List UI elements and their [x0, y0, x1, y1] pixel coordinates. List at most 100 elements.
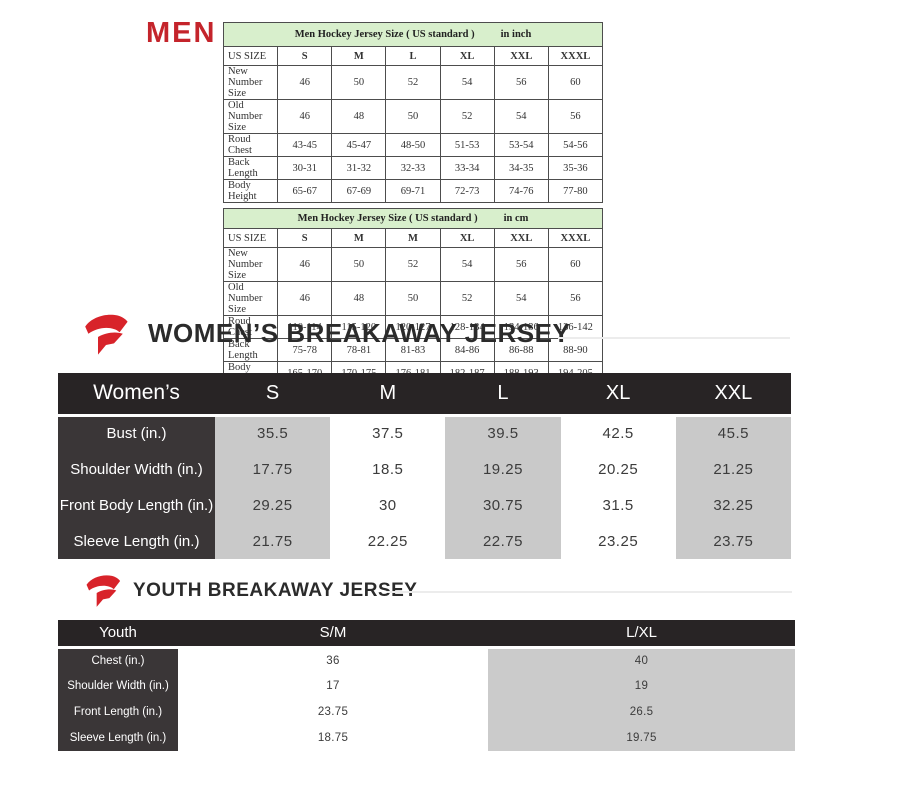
value-cell: 45.5 [675, 415, 791, 451]
value-cell: 45-47 [331, 133, 387, 157]
value-cell: 19 [488, 673, 795, 699]
row-label: Back Length [222, 156, 279, 180]
table-row: Chest (in.) 36 40 [58, 647, 795, 673]
table-row: Old Number Size 46 48 50 52 54 56 [222, 281, 604, 316]
row-label: Old Number Size [222, 99, 279, 134]
men-table-cm-header: Men Hockey Jersey Size ( US standard ) in… [223, 208, 603, 229]
women-corner-label: Women’s [58, 373, 215, 417]
women-title-divider [558, 337, 790, 339]
value-cell: 60 [547, 65, 604, 100]
youth-size-table-wrap: Youth S/M L/XL Chest (in.) 36 40 Shoulder… [58, 620, 795, 751]
size-header-cell: M [331, 228, 387, 248]
value-cell: 37.5 [372, 425, 404, 443]
table-row: Shoulder Width (in.) 17 19 [58, 673, 795, 699]
value-cell: 42.5 [602, 425, 634, 443]
value-cell: 34-35 [493, 156, 549, 180]
value-cell: 54 [439, 65, 495, 100]
women-header-row: Women’s S M L XL XXL [58, 373, 791, 417]
youth-corner-label: Youth [58, 620, 178, 649]
women-size-table: Women’s S M L XL XXL Bust (in.) 35.5 37.5 39… [58, 373, 791, 559]
men-table-inch-title: Men Hockey Jersey Size ( US standard ) [294, 29, 475, 40]
value-cell: 48 [331, 99, 387, 134]
men-section-label: MEN [146, 17, 217, 49]
value-cell: 33-34 [439, 156, 495, 180]
value-cell: 30 [378, 496, 397, 514]
table-row: New Number Size 46 50 52 54 56 60 [222, 65, 604, 100]
size-header-cell: M [330, 373, 446, 417]
value-cell: 32-33 [385, 156, 441, 180]
size-header-cell: S [277, 46, 333, 66]
row-label: Roud Chest [222, 133, 279, 157]
value-cell: 53-54 [493, 133, 549, 157]
value-cell: 22.25 [367, 532, 408, 550]
value-cell: 50 [385, 99, 441, 134]
value-cell: 50 [331, 247, 387, 282]
value-cell: 26.5 [488, 699, 795, 725]
us-size-label: US SIZE [222, 46, 279, 66]
table-row: Back Length 30-31 31-32 32-33 33-34 34-3… [222, 156, 604, 180]
value-cell: 48 [331, 281, 387, 316]
value-cell: 60 [547, 247, 604, 282]
table-row: Sleeve Length (in.) 21.75 22.25 22.75 23… [58, 523, 791, 559]
table-row: Bust (in.) 35.5 37.5 39.5 42.5 45.5 [58, 415, 791, 451]
youth-section-title: YOUTH BREAKAWAY JERSEY [133, 580, 418, 601]
value-cell: 17.75 [215, 451, 331, 487]
size-header-cell: S [277, 228, 333, 248]
row-label: Front Length (in.) [58, 699, 178, 725]
table-row: Body Height 65-67 67-69 69-71 72-73 74-7… [222, 179, 604, 203]
fanatics-flag-logo-icon [85, 314, 128, 355]
size-header-cell: XL [560, 373, 676, 417]
youth-table-body: Chest (in.) 36 40 Shoulder Width (in.) 1… [58, 647, 795, 751]
men-table-inch-unit: in inch [500, 29, 532, 40]
row-label: New Number Size [222, 65, 279, 100]
row-label: Sleeve Length (in.) [58, 523, 215, 559]
value-cell: 134-136 [493, 315, 549, 339]
youth-header-row: Youth S/M L/XL [58, 620, 795, 649]
women-size-table-wrap: Women’s S M L XL XXL Bust (in.) 35.5 37.5 39… [58, 373, 791, 559]
row-label: Shoulder Width (in.) [58, 673, 178, 699]
value-cell: 51-53 [439, 133, 495, 157]
row-label: Bust (in.) [58, 415, 215, 451]
value-cell: 50 [385, 281, 441, 316]
size-header-cell: S/M [178, 620, 488, 649]
row-label: Front Body Length (in.) [58, 487, 215, 523]
value-cell: 18.5 [372, 460, 404, 478]
value-cell: 56 [547, 281, 604, 316]
table-row: Roud Chest 110-114 115-120 120-127 128-1… [222, 315, 604, 339]
value-cell: 23.75 [317, 706, 349, 718]
size-header-cell: XL [439, 228, 495, 248]
value-cell: 35.5 [215, 415, 331, 451]
table-row: Shoulder Width (in.) 17.75 18.5 19.25 20… [58, 451, 791, 487]
table-row: Back Length 75-78 78-81 81-83 84-86 86-8… [222, 338, 604, 362]
value-cell: 21.25 [675, 451, 791, 487]
youth-size-table: Youth S/M L/XL Chest (in.) 36 40 Shoulder… [58, 620, 795, 751]
value-cell: 72-73 [439, 179, 495, 203]
table-row: Front Body Length (in.) 29.25 30 30.75 3… [58, 487, 791, 523]
size-header-cell: L/XL [488, 620, 795, 649]
value-cell: 88-90 [547, 338, 604, 362]
size-header-cell: L [445, 373, 561, 417]
size-header-cell: XXL [493, 228, 549, 248]
men-table-inch-header: Men Hockey Jersey Size ( US standard ) in… [223, 22, 603, 47]
row-label: Shoulder Width (in.) [58, 451, 215, 487]
value-cell: 23.25 [598, 532, 639, 550]
table-row: Old Number Size 46 48 50 52 54 56 [222, 99, 604, 134]
value-cell: 46 [277, 65, 333, 100]
value-cell: 17 [326, 680, 340, 692]
table-row: Roud Chest 43-45 45-47 48-50 51-53 53-54… [222, 133, 604, 157]
value-cell: 29.25 [215, 487, 331, 523]
size-header-cell: M [385, 228, 441, 248]
youth-title-divider [387, 591, 792, 593]
men-inch-table-body: New Number Size 46 50 52 54 56 60 Old Nu… [222, 65, 604, 203]
men-table-cm-unit: in cm [503, 213, 529, 224]
value-cell: 39.5 [445, 415, 561, 451]
value-cell: 48-50 [385, 133, 441, 157]
value-cell: 46 [277, 99, 333, 134]
row-label: Sleeve Length (in.) [58, 725, 178, 751]
table-row: New Number Size 46 50 52 54 56 60 [222, 247, 604, 282]
value-cell: 74-76 [493, 179, 549, 203]
value-cell: 30.75 [445, 487, 561, 523]
size-header-cell: S [215, 373, 331, 417]
value-cell: 18.75 [317, 732, 349, 744]
men-inch-size-row: US SIZE S M L XL XXL XXXL [222, 46, 604, 66]
